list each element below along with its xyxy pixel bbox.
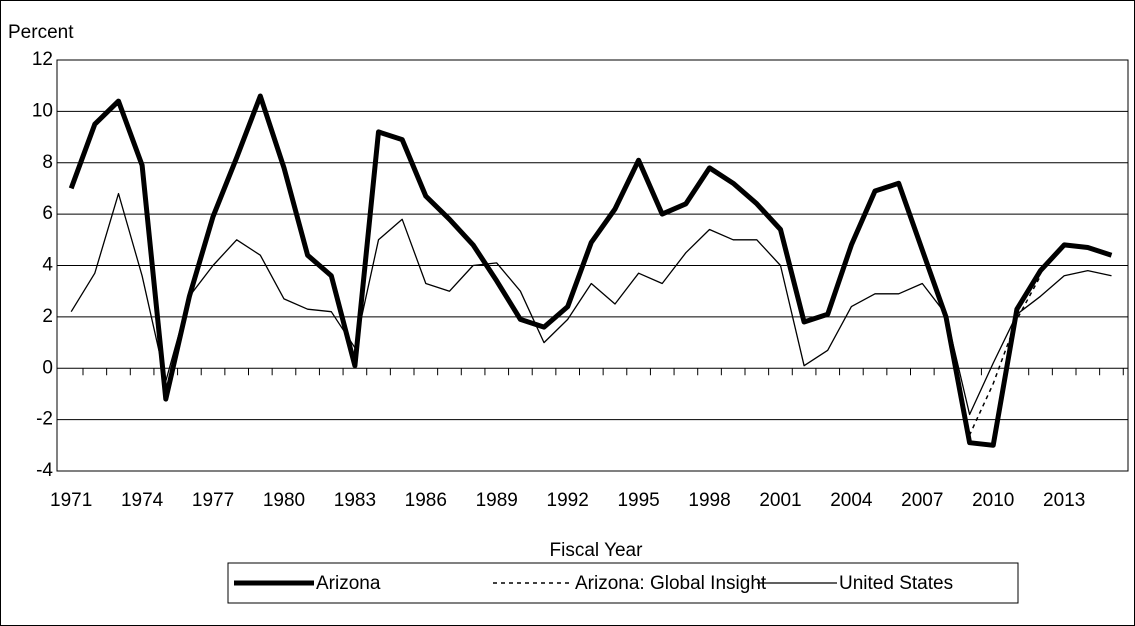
x-tick-label: 2013: [1043, 490, 1085, 511]
x-tick-label: 2010: [972, 490, 1014, 511]
x-tick-label: 1998: [688, 490, 730, 511]
y-tick-label: 2: [42, 306, 53, 327]
series-line: [70, 192, 1112, 416]
x-tick-label: 2007: [901, 490, 943, 511]
y-tick-label: 0: [42, 357, 53, 378]
x-tick-label: 1983: [334, 490, 376, 511]
x-tick-label: 1989: [476, 490, 518, 511]
series-line: [68, 93, 1113, 448]
x-tick-label: 1971: [50, 490, 92, 511]
x-tick-label: 1992: [547, 490, 589, 511]
y-tick-label: 8: [42, 152, 53, 173]
y-tick-label: 4: [42, 255, 53, 276]
x-tick-label: 1974: [121, 490, 164, 511]
x-tick-label: 1986: [405, 490, 447, 511]
series-line: [945, 275, 1042, 436]
y-tick-label: 6: [42, 203, 53, 224]
x-tick-label: 2001: [759, 490, 801, 511]
x-tick-label: 1980: [263, 490, 305, 511]
x-tick-label: 1977: [192, 490, 234, 511]
legend-label: Arizona: [316, 573, 381, 594]
y-axis-label: Percent: [8, 22, 74, 43]
x-tick-label: 2004: [830, 490, 873, 511]
y-tick-label: -2: [36, 409, 53, 430]
y-tick-label: -4: [36, 460, 53, 481]
legend-label: Arizona: Global Insight: [575, 573, 767, 594]
legend-box: [227, 562, 1019, 604]
y-tick-label: 12: [32, 49, 53, 70]
y-tick-label: 10: [32, 100, 53, 121]
x-tick-label: 1995: [617, 490, 659, 511]
x-axis-label: Fiscal Year: [550, 540, 644, 561]
legend-label: United States: [839, 573, 953, 594]
